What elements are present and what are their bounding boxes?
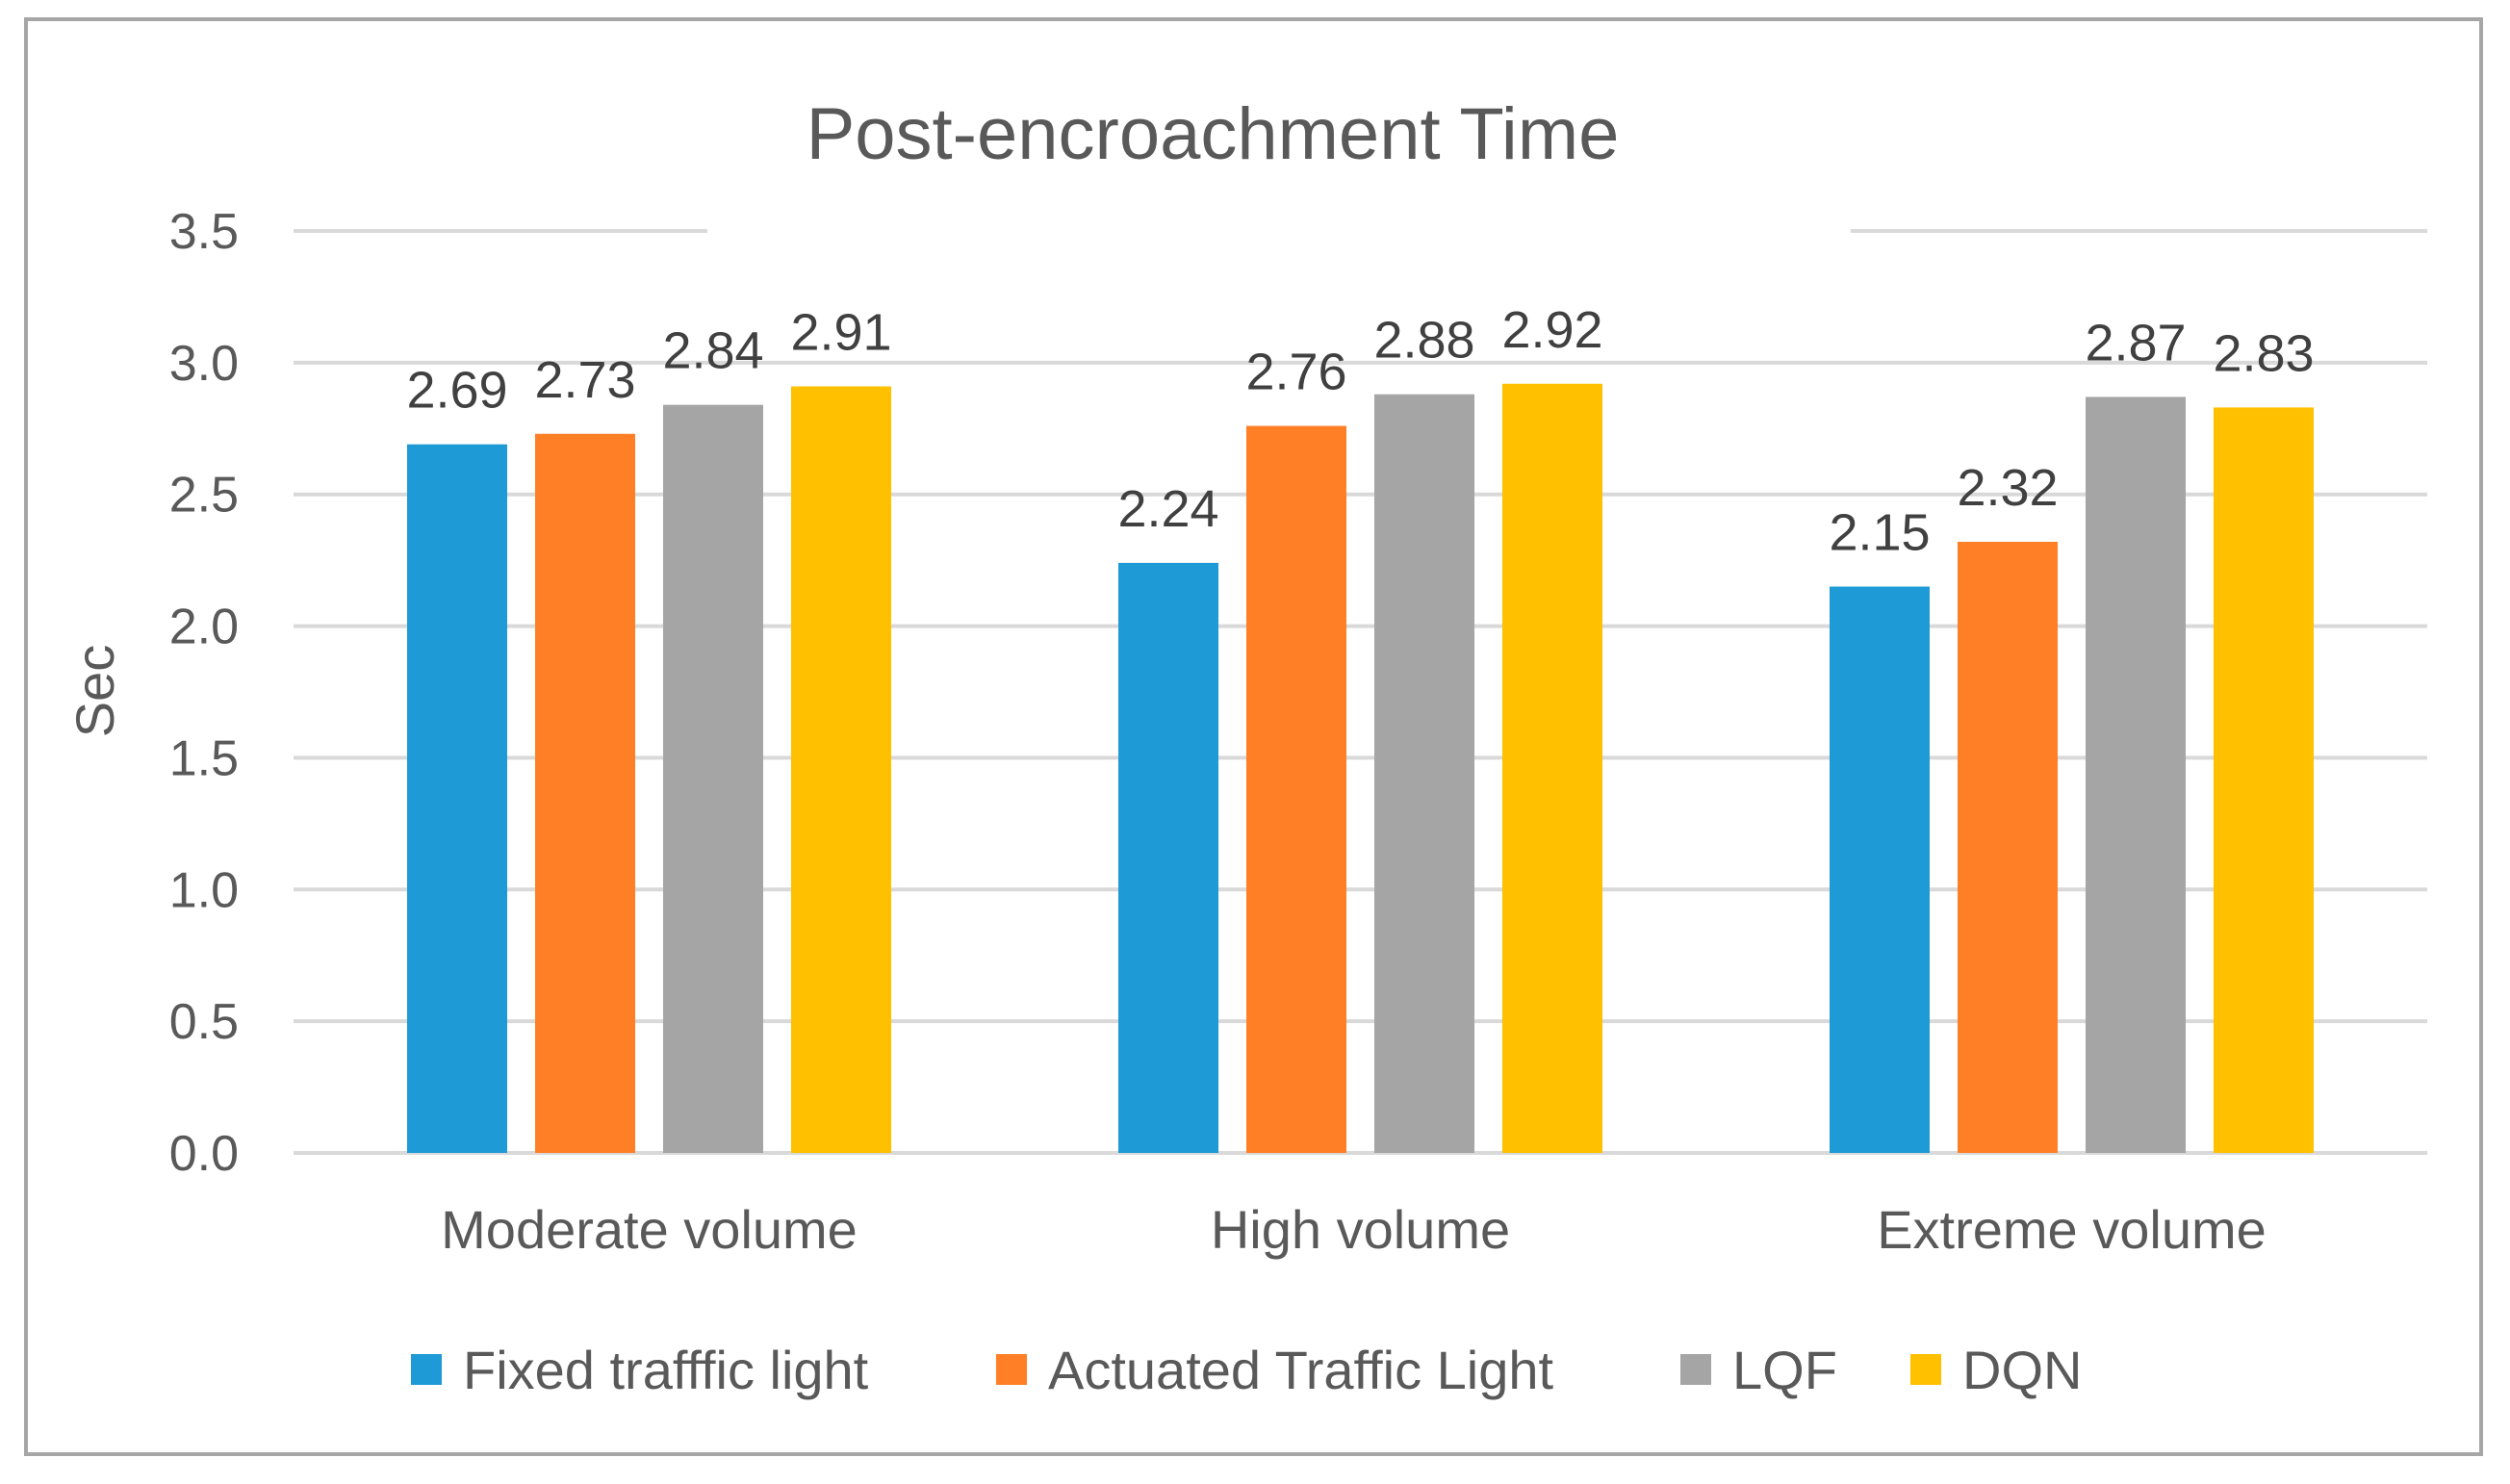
bar-fixed-trafffic-light-extreme-volume <box>1830 586 1930 1153</box>
legend-swatch <box>1680 1354 1711 1385</box>
bar-lqf-extreme-volume <box>2086 397 2186 1153</box>
legend-label: LQF <box>1732 1340 1837 1400</box>
bar-fixed-trafffic-light-moderate-volume <box>407 444 507 1153</box>
bar-actuated-traffic-light-high-volume <box>1246 425 1346 1153</box>
x-category-label: Moderate volume <box>441 1199 858 1260</box>
y-axis-title: Sec <box>64 645 125 738</box>
y-tick-label: 1.0 <box>169 862 239 918</box>
bar-actuated-traffic-light-extreme-volume <box>1958 541 2058 1153</box>
legend-swatch <box>996 1354 1027 1385</box>
data-label: 2.92 <box>1501 301 1602 359</box>
y-tick-label: 1.5 <box>169 730 239 786</box>
x-category-label: Extreme volume <box>1877 1199 2267 1260</box>
bar-dqn-moderate-volume <box>791 386 891 1153</box>
bar-actuated-traffic-light-moderate-volume <box>535 433 635 1153</box>
data-label: 2.15 <box>1829 504 1930 562</box>
data-labels: 2.69 2.73 2.84 2.91 2.24 2.76 2.88 2.92 2.15 2.32… <box>406 301 2314 562</box>
data-label: 2.87 <box>2085 314 2186 371</box>
gridlines <box>294 229 2427 1155</box>
legend-label: Actuated Traffic Light <box>1048 1340 1553 1400</box>
y-tick-label: 2.0 <box>169 600 239 655</box>
data-label: 2.73 <box>534 351 635 409</box>
legend: Fixed trafffic light Actuated Traffic Lig… <box>411 1340 2082 1400</box>
y-axis-ticks: 0.0 0.5 1.0 1.5 2.0 2.5 3.0 3.5 <box>169 204 239 1182</box>
data-label: 2.24 <box>1117 480 1218 538</box>
legend-label: Fixed trafffic light <box>463 1340 869 1400</box>
bar-fixed-trafffic-light-high-volume <box>1118 562 1218 1153</box>
bar-dqn-extreme-volume <box>2214 407 2314 1154</box>
data-label: 2.84 <box>662 322 763 380</box>
bar-lqf-high-volume <box>1374 394 1474 1153</box>
y-tick-label: 3.0 <box>169 336 239 392</box>
y-tick-label: 0.0 <box>169 1126 239 1182</box>
data-label: 2.88 <box>1373 312 1474 370</box>
legend-swatch <box>1910 1354 1941 1385</box>
data-label: 2.91 <box>790 303 891 361</box>
data-label: 2.83 <box>2213 324 2314 382</box>
bar-dqn-high-volume <box>1502 383 1602 1153</box>
legend-swatch <box>411 1354 442 1385</box>
data-label: 2.32 <box>1957 459 2058 517</box>
chart-title: Post-encroachment Time <box>807 93 1620 175</box>
legend-label: DQN <box>1962 1340 2082 1400</box>
y-tick-label: 0.5 <box>169 994 239 1050</box>
x-category-label: High volume <box>1211 1199 1510 1260</box>
data-label: 2.76 <box>1245 344 1346 401</box>
category-labels: Moderate volume High volume Extreme volume <box>441 1199 2267 1260</box>
data-label: 2.69 <box>406 362 507 420</box>
bar-lqf-moderate-volume <box>663 404 763 1153</box>
y-tick-label: 3.5 <box>169 204 239 260</box>
bars <box>407 383 2314 1154</box>
y-tick-label: 2.5 <box>169 468 239 524</box>
